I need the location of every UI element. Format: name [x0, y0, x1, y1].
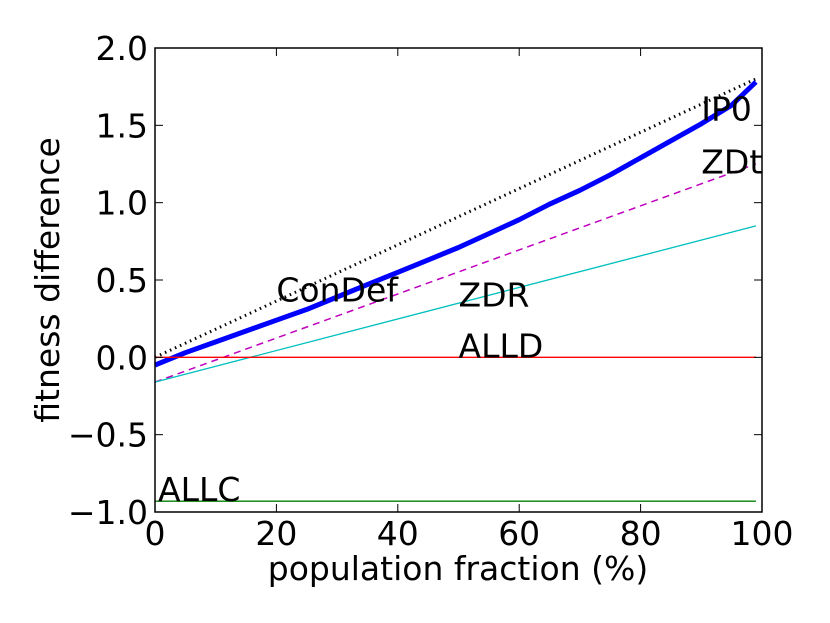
annotation-zdt: ZDt [701, 142, 762, 181]
series-line-zdr [154, 225, 757, 383]
y-axis-label: fitness difference [28, 137, 67, 422]
y-tick-label: −0.5 [68, 416, 148, 455]
x-axis-label: population fraction (%) [268, 549, 648, 588]
annotation-allc: ALLC [158, 470, 240, 509]
y-tick-label: −1.0 [68, 493, 148, 532]
annotation-layer: IP0 ZDt ConDef ZDR ALLD ALLC [158, 90, 762, 510]
x-tick-label: 80 [620, 514, 662, 553]
series-line-zdt [154, 163, 757, 383]
series-layer [154, 77, 758, 502]
x-tick-label: 40 [377, 514, 419, 553]
series-line-condef [154, 80, 758, 368]
tick-layer: 0 20 40 60 80 100 −1.0 −0.5 0.0 0.5 1.0 1.5 2.0 [68, 29, 794, 553]
y-tick-label: 2.0 [96, 29, 148, 68]
annotation-zdr: ZDR [459, 275, 530, 314]
series-line-ip0 [154, 77, 757, 359]
x-tick-label: 100 [731, 514, 794, 553]
y-tick-label: 1.5 [96, 106, 148, 145]
y-tick-label: 0.0 [96, 338, 148, 377]
annotation-condef: ConDef [276, 271, 399, 310]
annotation-ip0: IP0 [701, 90, 752, 129]
y-tick-label: 0.5 [96, 261, 148, 300]
y-tick-label: 1.0 [96, 184, 148, 223]
annotation-alld: ALLD [459, 326, 544, 365]
x-tick-label: 20 [255, 514, 297, 553]
x-tick-label: 0 [145, 514, 166, 553]
x-tick-label: 60 [498, 514, 540, 553]
